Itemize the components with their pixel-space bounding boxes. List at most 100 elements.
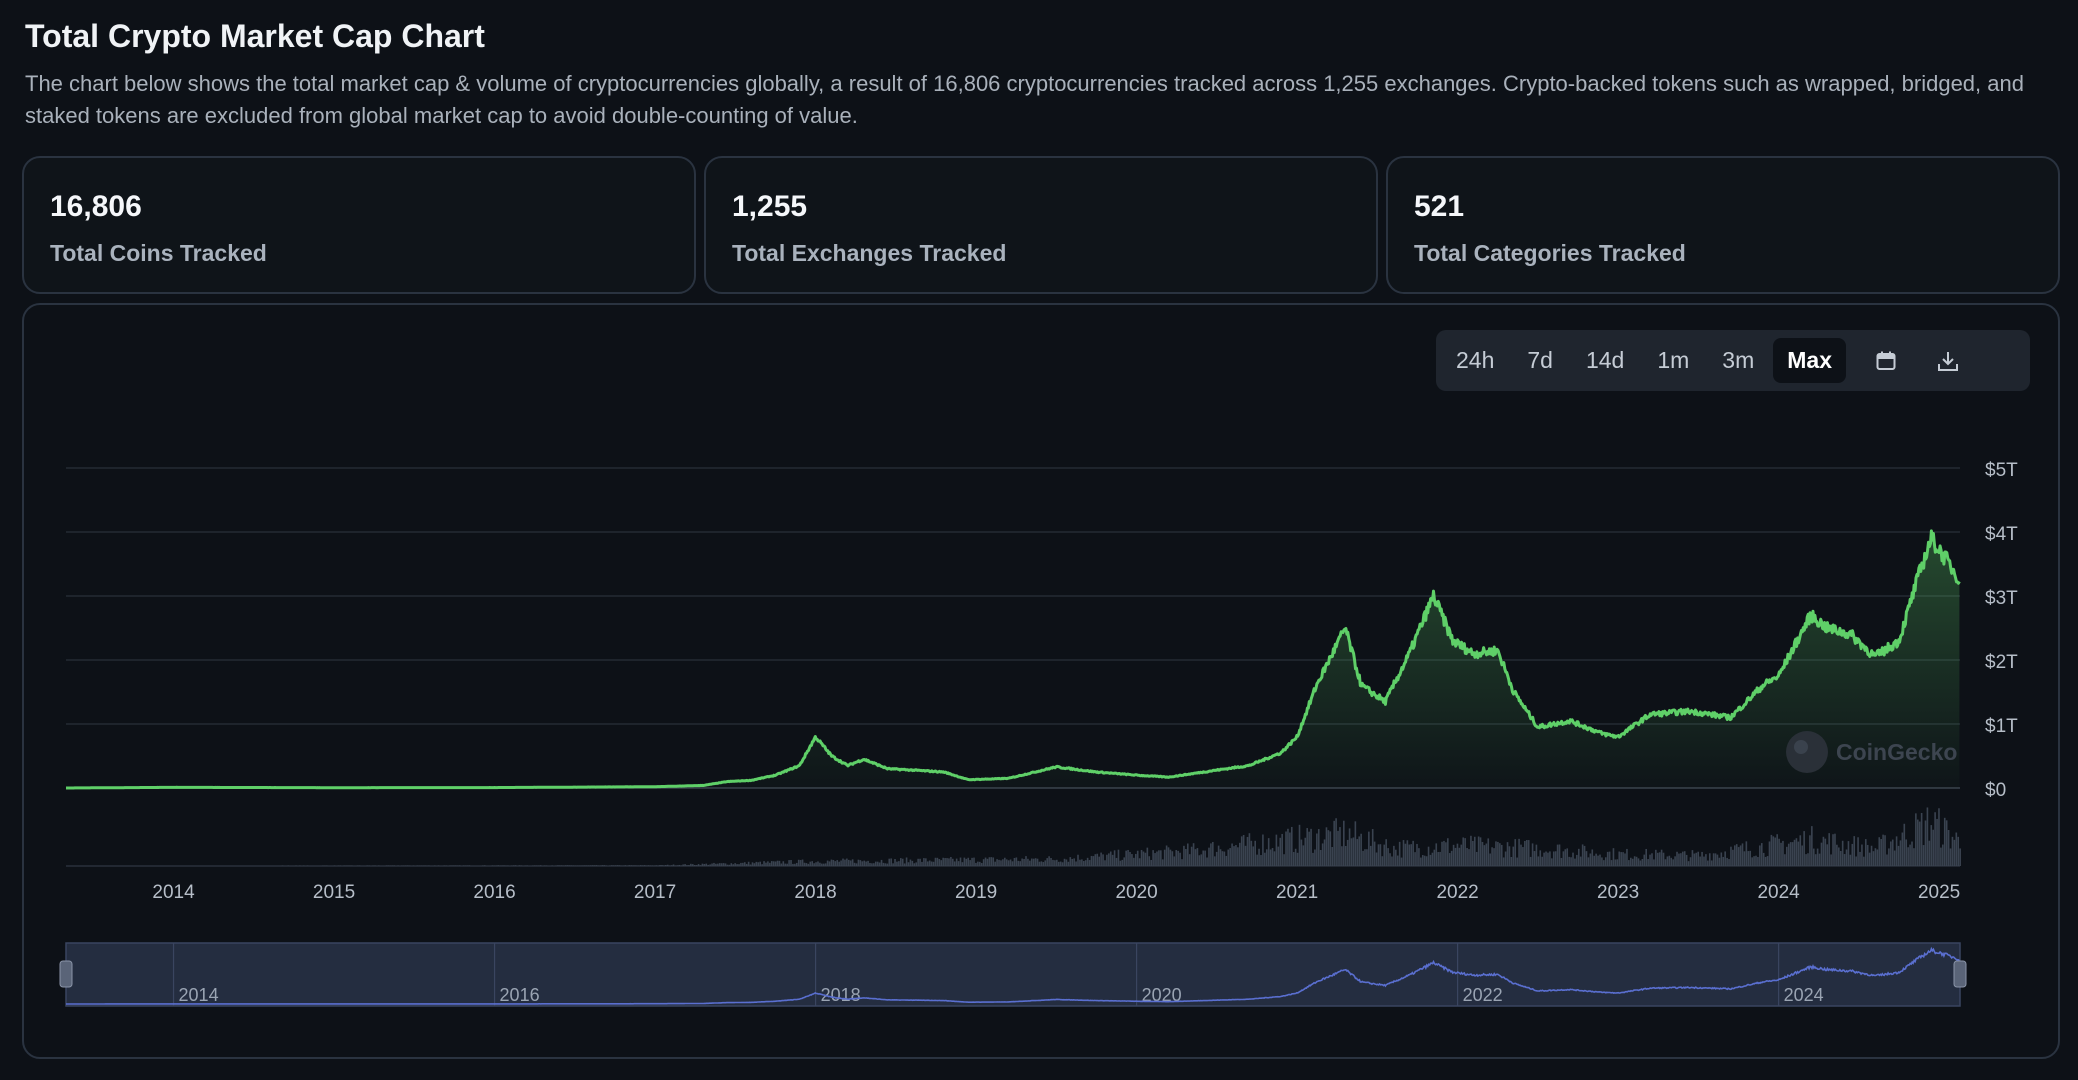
volume-bar xyxy=(928,860,931,866)
volume-bar xyxy=(1300,839,1303,866)
volume-bar xyxy=(705,863,708,866)
volume-bar xyxy=(1169,849,1172,866)
volume-bar xyxy=(1304,837,1307,866)
volume-bar xyxy=(1893,850,1896,866)
volume-bar xyxy=(1410,844,1413,866)
range-button-3m[interactable]: 3m xyxy=(1722,347,1755,373)
volume-bar xyxy=(1753,856,1755,866)
download-icon[interactable] xyxy=(1921,338,1975,383)
volume-bar xyxy=(599,865,602,866)
chart-panel xyxy=(22,303,2060,1059)
volume-bar xyxy=(1689,857,1692,866)
volume-bar xyxy=(1504,851,1507,866)
volume-bar xyxy=(1481,841,1484,866)
volume-bar xyxy=(1957,836,1960,866)
volume-bar xyxy=(639,865,642,866)
volume-bar xyxy=(1152,850,1154,866)
volume-bar xyxy=(1614,859,1617,866)
volume-bar xyxy=(1321,843,1324,866)
volume-bar xyxy=(794,863,796,866)
volume-bar xyxy=(867,860,869,866)
volume-bar xyxy=(1549,851,1551,866)
volume-bar xyxy=(1362,850,1364,866)
volume-bar xyxy=(998,859,1000,866)
volume-bar xyxy=(663,865,665,866)
volume-bar xyxy=(1579,856,1582,866)
range-button-max[interactable]: Max xyxy=(1773,338,1846,383)
volume-bar xyxy=(1034,858,1037,866)
volume-bar xyxy=(1029,860,1031,866)
volume-bar xyxy=(1552,851,1555,866)
volume-bar xyxy=(1518,838,1520,866)
range-button-7d[interactable]: 7d xyxy=(1527,347,1553,373)
volume-bar xyxy=(1724,851,1726,866)
volume-bar xyxy=(1757,856,1759,866)
volume-bar xyxy=(1891,839,1894,866)
volume-bar xyxy=(1262,834,1264,866)
y-tick-label: $3T xyxy=(1985,588,2018,609)
navigator-tick-label: 2022 xyxy=(1463,985,1503,1005)
time-range-selector: 24h 7d 14d 1m 3m Max xyxy=(1436,330,2030,391)
volume-bar xyxy=(923,858,925,866)
volume-bar xyxy=(1208,847,1210,866)
volume-bar xyxy=(1745,841,1748,866)
volume-bar xyxy=(503,865,505,866)
stat-card-categories: 521 Total Categories Tracked xyxy=(1386,156,2060,294)
volume-bar xyxy=(734,863,736,866)
volume-bar xyxy=(1044,860,1047,866)
volume-bar xyxy=(1196,848,1199,866)
calendar-icon[interactable] xyxy=(1859,338,1913,383)
volume-bar xyxy=(1292,852,1295,866)
volume-bar xyxy=(676,865,679,866)
volume-bar xyxy=(514,865,517,866)
volume-bar xyxy=(1358,836,1361,866)
volume-bar xyxy=(1730,846,1732,866)
range-button-14d[interactable]: 14d xyxy=(1585,347,1625,373)
volume-bar xyxy=(978,861,981,866)
navigator-handle-right[interactable] xyxy=(1953,960,1967,988)
volume-bar xyxy=(965,858,968,866)
volume-bar xyxy=(1343,820,1345,866)
volume-bar xyxy=(1310,828,1312,866)
volume-bar xyxy=(632,865,634,866)
volume-bar xyxy=(1591,849,1594,866)
volume-bar xyxy=(1052,859,1054,866)
volume-bar xyxy=(1115,857,1118,866)
volume-bar xyxy=(795,862,798,866)
y-tick-label: $2T xyxy=(1985,652,2018,673)
volume-bar xyxy=(1543,852,1545,866)
volume-bar xyxy=(1406,840,1409,866)
volume-bar xyxy=(1680,853,1682,866)
volume-bar xyxy=(1398,841,1401,866)
volume-bar xyxy=(1685,854,1688,866)
volume-bar xyxy=(1017,860,1020,866)
volume-bar xyxy=(1722,856,1725,866)
volume-bar xyxy=(1271,848,1274,866)
y-tick-label: $1T xyxy=(1985,716,2018,737)
volume-bar xyxy=(921,861,923,866)
navigator-handle-left[interactable] xyxy=(59,960,73,988)
volume-bar xyxy=(1069,857,1072,866)
volume-bar xyxy=(742,862,744,866)
volume-bar xyxy=(1660,849,1663,866)
volume-bar xyxy=(1102,854,1104,866)
volume-bar xyxy=(780,863,783,866)
range-button-24h[interactable]: 24h xyxy=(1456,347,1495,373)
volume-bar xyxy=(1520,844,1522,866)
volume-bar xyxy=(844,859,846,866)
volume-bar xyxy=(1799,835,1802,866)
volume-bar xyxy=(1468,849,1470,866)
volume-bar xyxy=(1836,844,1838,866)
volume-bar xyxy=(1735,844,1738,866)
volume-bar xyxy=(1138,858,1141,866)
market-cap-line xyxy=(65,529,1961,790)
volume-bar xyxy=(1911,841,1913,866)
volume-bar xyxy=(1949,848,1952,866)
volume-bar xyxy=(1233,846,1235,866)
volume-bar xyxy=(1048,856,1050,866)
volume-bar xyxy=(1059,861,1062,866)
range-button-1m[interactable]: 1m xyxy=(1657,347,1690,373)
volume-bar xyxy=(1004,857,1006,866)
volume-bar xyxy=(1395,849,1397,866)
